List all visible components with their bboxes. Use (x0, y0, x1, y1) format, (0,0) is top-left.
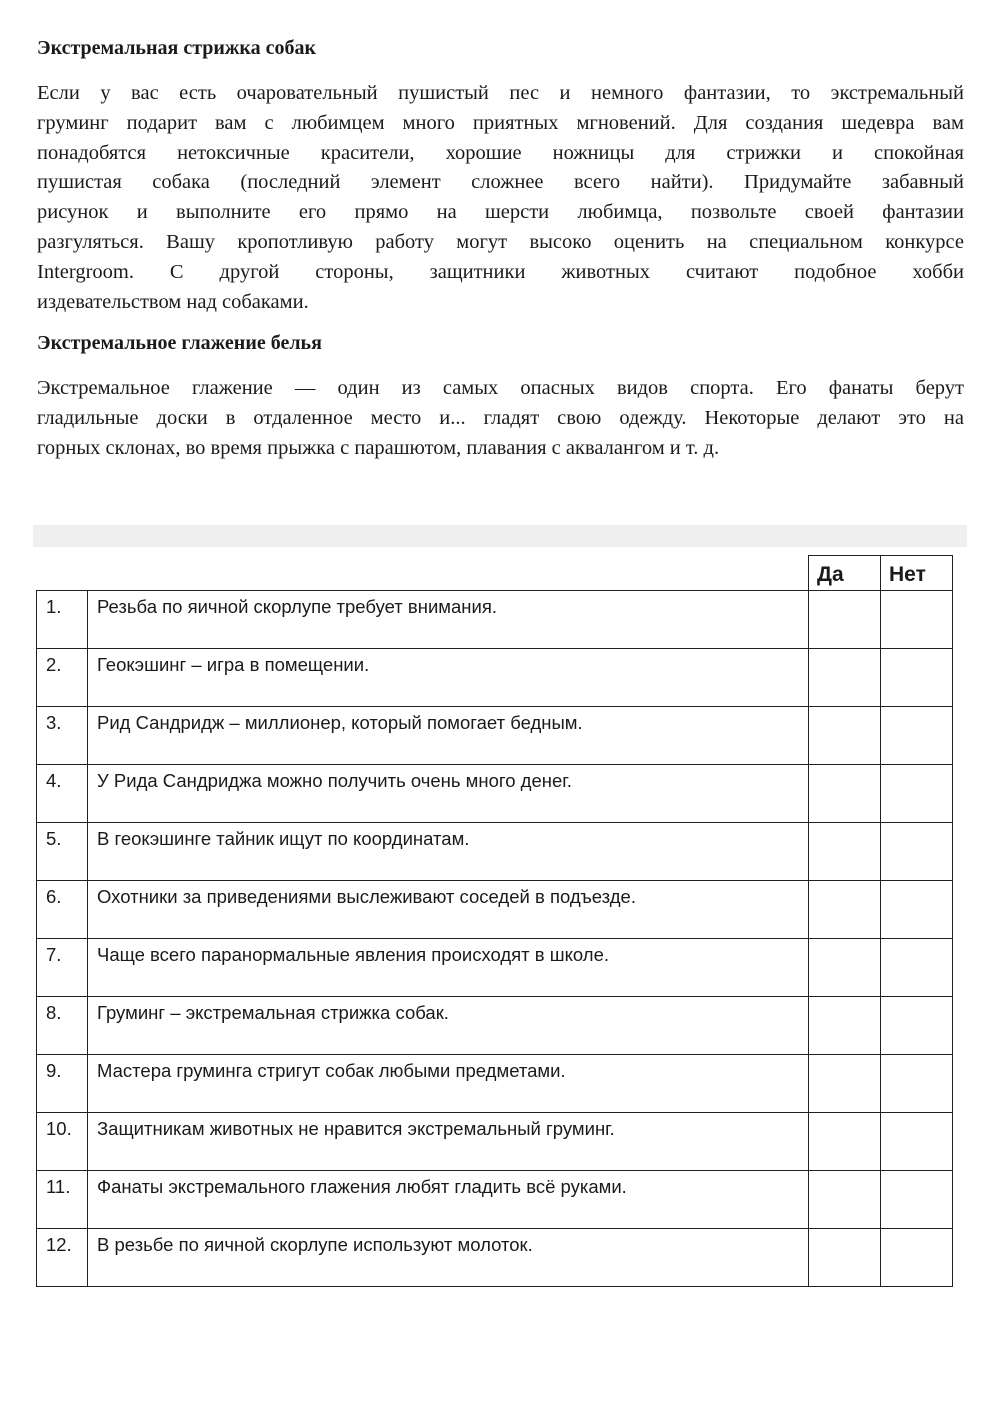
table-row: 1. Резьба по яичной скорлупе требует вним… (36, 590, 953, 649)
statement-text: Груминг – экстремальная стрижка собак. (87, 996, 809, 1055)
table-row: 8. Груминг – экстремальная стрижка собак. (36, 996, 953, 1055)
row-number: 6. (36, 880, 88, 939)
true-false-table: Да Нет 1. Резьба по яичной скорлупе требу… (36, 555, 953, 1287)
paragraph-line: груминг подарит вам с любимцем много при… (37, 111, 964, 134)
row-number: 1. (36, 590, 88, 649)
answer-no-cell[interactable] (880, 996, 953, 1055)
answer-no-cell[interactable] (880, 1170, 953, 1229)
statement-text: В геокэшинге тайник ищут по координатам. (87, 822, 809, 881)
statement-text: Охотники за приведениями выслеживают сос… (87, 880, 809, 939)
table-header-row: Да Нет (36, 555, 953, 591)
answer-yes-cell[interactable] (808, 822, 881, 881)
answer-yes-cell[interactable] (808, 590, 881, 649)
paragraph-line: понадобятся нетоксичные красители, хорош… (37, 141, 964, 164)
paragraph-line: Intergroom. С другой стороны, защитники … (37, 260, 964, 283)
answer-yes-cell[interactable] (808, 764, 881, 823)
paragraph-line: гладильные доски в отдаленное место и...… (37, 406, 964, 429)
paragraph-line: рисунок и выполните его прямо на шерсти … (37, 201, 964, 224)
answer-no-cell[interactable] (880, 1054, 953, 1113)
row-number: 10. (36, 1112, 88, 1171)
answer-yes-cell[interactable] (808, 1170, 881, 1229)
row-number: 4. (36, 764, 88, 823)
paragraph-line: пушистая собака (последний элемент сложн… (37, 171, 964, 194)
statement-text: В резьбе по яичной скорлупе используют м… (87, 1228, 809, 1287)
row-number: 11. (36, 1170, 88, 1229)
row-number: 9. (36, 1054, 88, 1113)
statement-text: У Рида Сандриджа можно получить очень мн… (87, 764, 809, 823)
answer-no-cell[interactable] (880, 764, 953, 823)
table-row: 12. В резьбе по яичной скорлупе использую… (36, 1228, 953, 1287)
header-yes: Да (808, 555, 881, 591)
answer-yes-cell[interactable] (808, 1112, 881, 1171)
answer-no-cell[interactable] (880, 706, 953, 765)
answer-no-cell[interactable] (880, 648, 953, 707)
row-number: 5. (36, 822, 88, 881)
paragraph-line: издевательством над собаками. (37, 290, 309, 313)
row-number: 8. (36, 996, 88, 1055)
table-row: 4. У Рида Сандриджа можно получить очень … (36, 764, 953, 823)
table-row: 7. Чаще всего паранормальные явления прои… (36, 938, 953, 997)
row-number: 7. (36, 938, 88, 997)
section-title-extreme-ironing: Экстремальное глажение белья (37, 332, 322, 354)
gray-divider-bar (33, 525, 967, 547)
paragraph-line: горных склонах, во время прыжка с парашю… (37, 436, 720, 459)
table-row: 10. Защитникам животных не нравится экстр… (36, 1112, 953, 1171)
answer-no-cell[interactable] (880, 1228, 953, 1287)
answer-yes-cell[interactable] (808, 880, 881, 939)
statement-text: Геокэшинг – игра в помещении. (87, 648, 809, 707)
row-number: 3. (36, 706, 88, 765)
answer-yes-cell[interactable] (808, 706, 881, 765)
statement-text: Резьба по яичной скорлупе требует вниман… (87, 590, 809, 649)
table-row: 9. Мастера груминга стригут собак любыми … (36, 1054, 953, 1113)
table-row: 2. Геокэшинг – игра в помещении. (36, 648, 953, 707)
statement-text: Чаще всего паранормальные явления происх… (87, 938, 809, 997)
answer-no-cell[interactable] (880, 938, 953, 997)
paragraph-line: разгуляться. Вашу кропотливую работу мог… (37, 230, 964, 253)
answer-no-cell[interactable] (880, 1112, 953, 1171)
answer-yes-cell[interactable] (808, 996, 881, 1055)
table-row: 6. Охотники за приведениями выслеживают с… (36, 880, 953, 939)
row-number: 12. (36, 1228, 88, 1287)
paragraph-extreme-ironing: Экстремальное глажение — один из самых о… (37, 374, 964, 463)
table-row: 5. В геокэшинге тайник ищут по координата… (36, 822, 953, 881)
answer-yes-cell[interactable] (808, 1228, 881, 1287)
table-row: 11. Фанаты экстремального глажения любят … (36, 1170, 953, 1229)
answer-no-cell[interactable] (880, 822, 953, 881)
answer-no-cell[interactable] (880, 590, 953, 649)
answer-yes-cell[interactable] (808, 1054, 881, 1113)
statement-text: Мастера груминга стригут собак любыми пр… (87, 1054, 809, 1113)
statement-text: Фанаты экстремального глажения любят гла… (87, 1170, 809, 1229)
answer-yes-cell[interactable] (808, 938, 881, 997)
table-row: 3. Рид Сандридж – миллионер, который помо… (36, 706, 953, 765)
row-number: 2. (36, 648, 88, 707)
paragraph-line: Если у вас есть очаровательный пушистый … (37, 82, 964, 104)
statement-text: Рид Сандридж – миллионер, который помога… (87, 706, 809, 765)
header-no: Нет (880, 555, 953, 591)
answer-no-cell[interactable] (880, 880, 953, 939)
paragraph-line: Экстремальное глажение — один из самых о… (37, 377, 964, 399)
section-title-dog-grooming: Экстремальная стрижка собак (37, 37, 317, 59)
statement-text: Защитникам животных не нравится экстрема… (87, 1112, 809, 1171)
paragraph-dog-grooming: Если у вас есть очаровательный пушистый … (37, 79, 964, 317)
answer-yes-cell[interactable] (808, 648, 881, 707)
